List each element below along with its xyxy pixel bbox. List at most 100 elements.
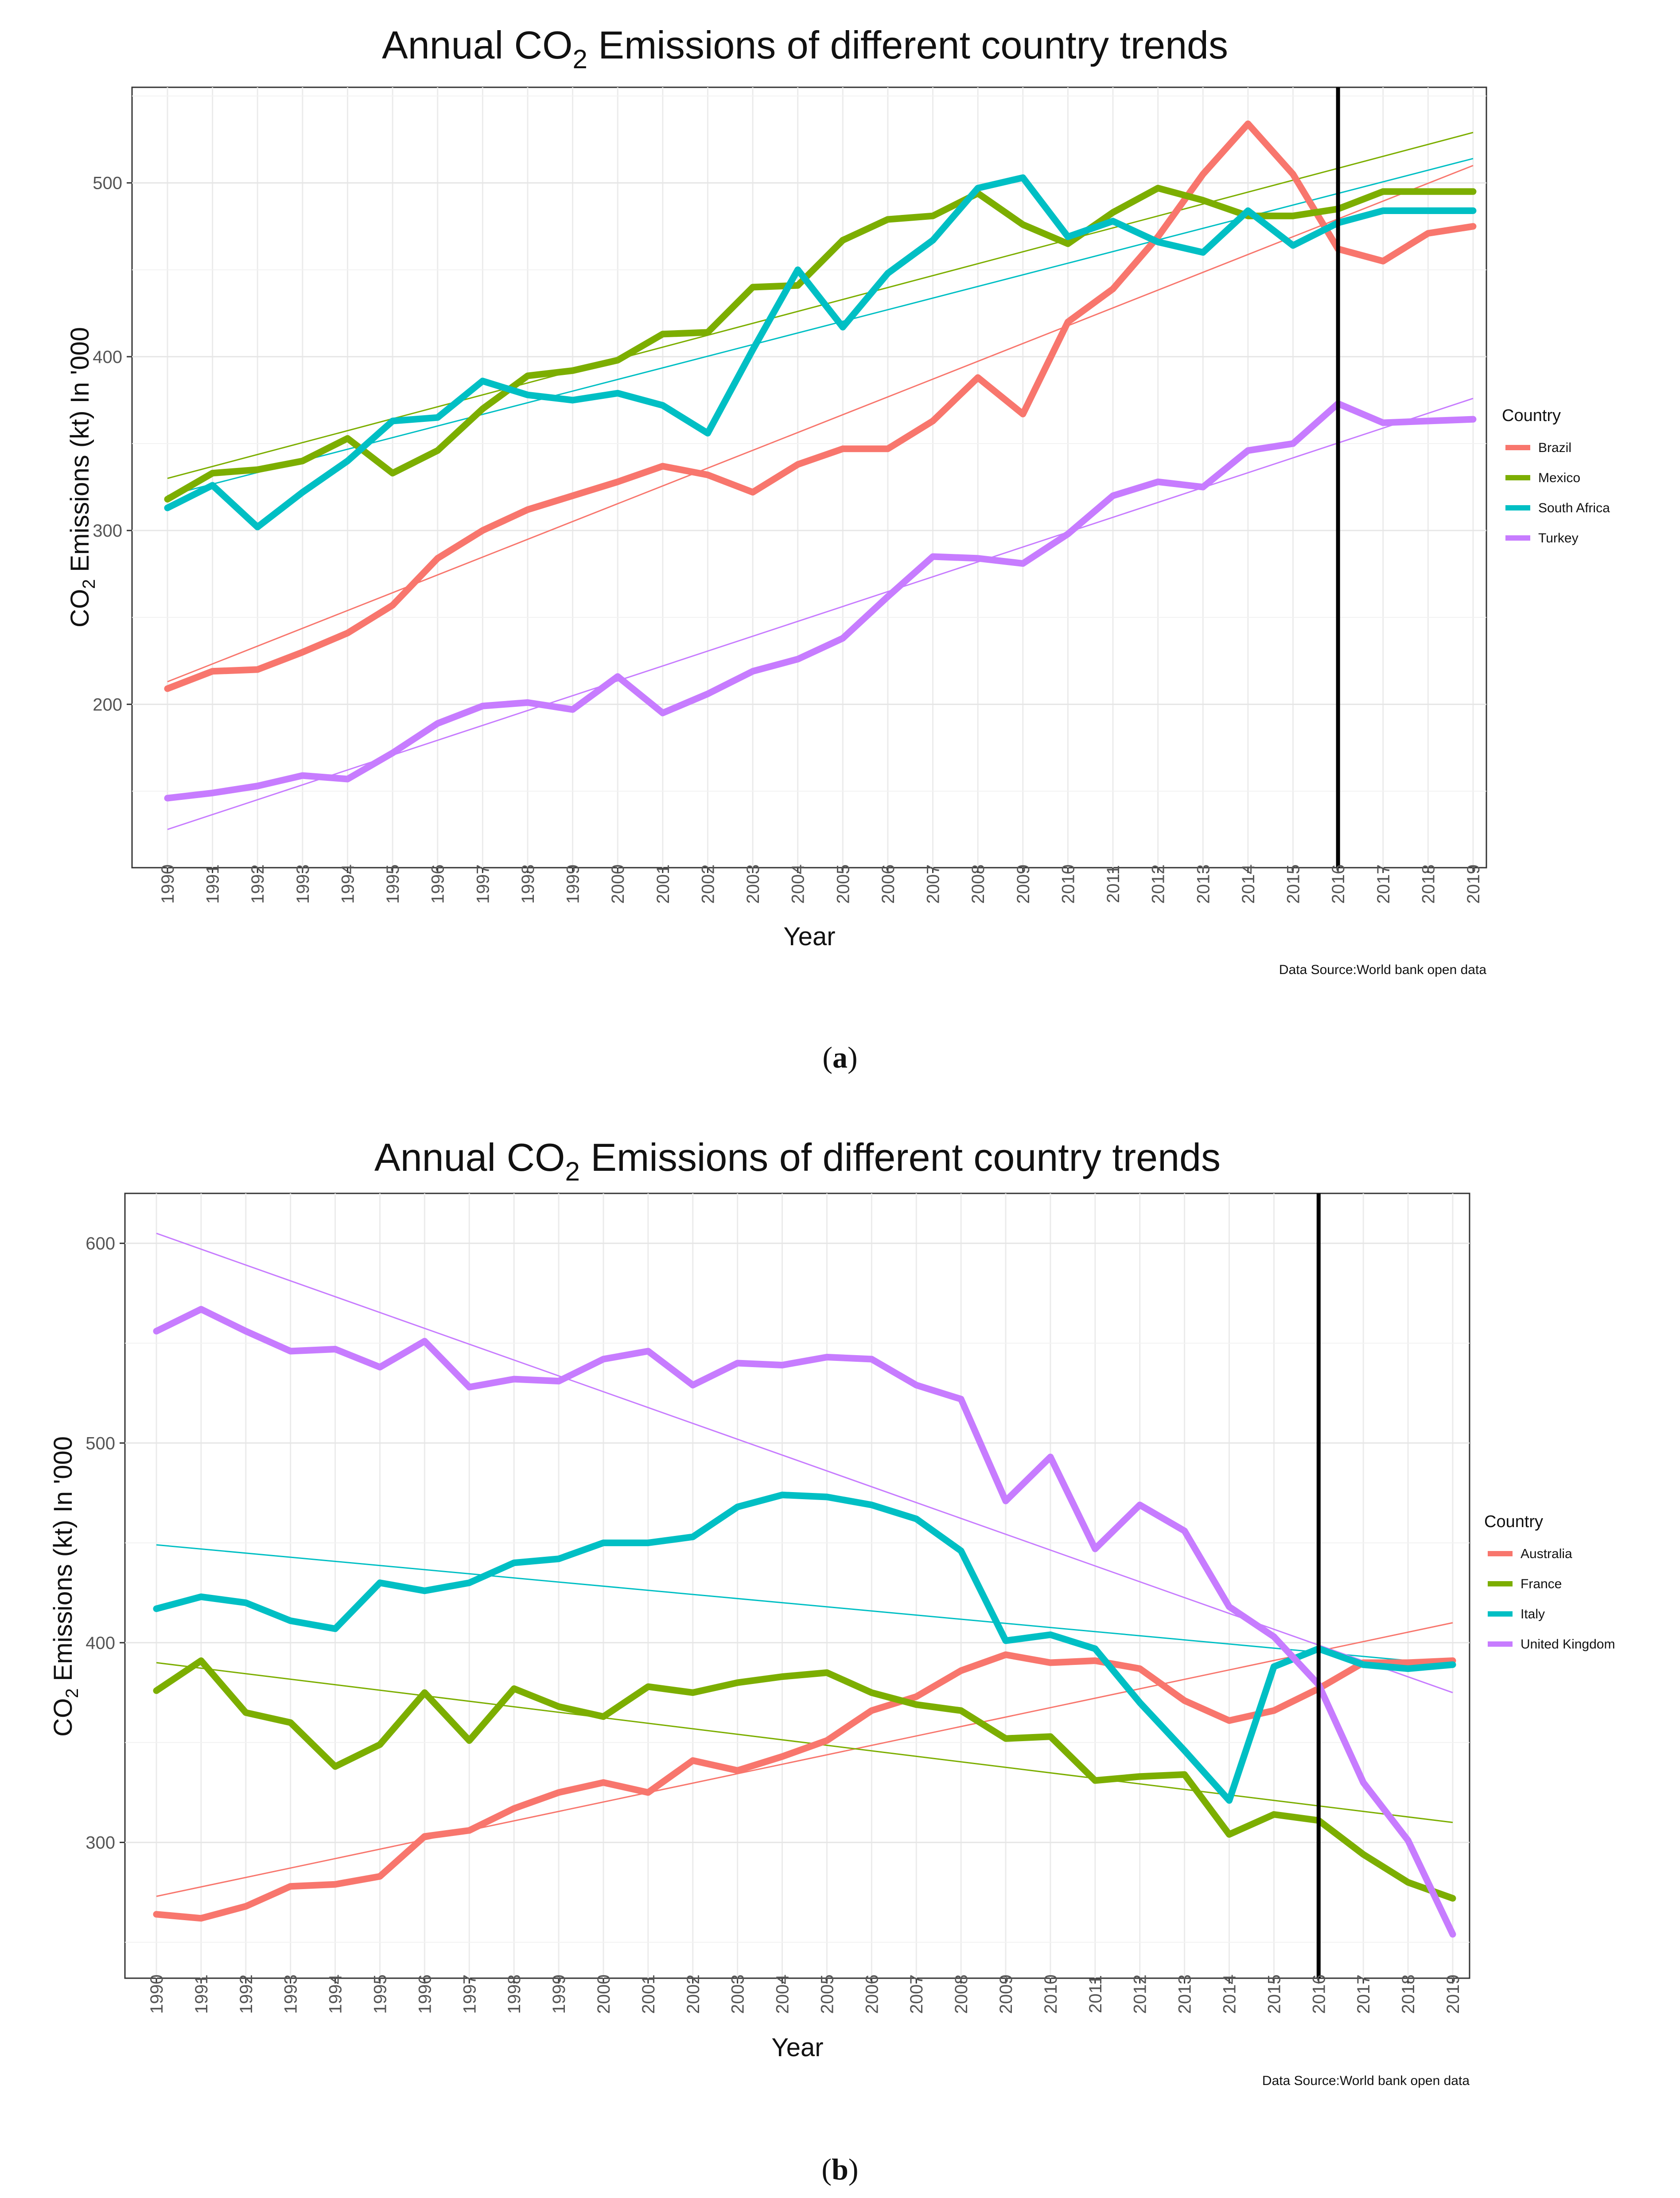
x-tick-label: 1994	[326, 1975, 346, 2014]
x-tick-label: 2002	[698, 865, 718, 904]
x-tick-label: 1998	[505, 1975, 524, 2014]
x-tick-label: 2009	[1014, 865, 1033, 904]
x-tick-label: 2010	[1041, 1975, 1061, 2014]
x-tick-label: 2005	[817, 1975, 837, 2014]
series-line-brazil	[164, 120, 1477, 692]
x-tick-label: 1999	[549, 1975, 569, 2014]
y-tick-label: 400	[93, 347, 122, 367]
x-tick-label: 1992	[248, 865, 268, 904]
series-lines	[164, 120, 1477, 802]
y-tick-label: 300	[86, 1833, 115, 1853]
y-axis-title: CO2 Emissions (kt) In '000	[49, 1436, 82, 1737]
y-axis-ticks: 200 300 400 500	[93, 174, 132, 714]
x-tick-label: 2019	[1464, 865, 1483, 904]
chart-panel-b: Annual CO2 Emissions of different countr…	[49, 1135, 1615, 2186]
chart-panel-a: Annual CO2 Emissions of different countr…	[66, 23, 1610, 1074]
legend-title: Country	[1484, 1512, 1543, 1531]
x-tick-label: 2011	[1104, 865, 1123, 903]
x-tick-label: 2002	[684, 1975, 703, 2014]
x-tick-label: 2001	[639, 1975, 658, 2014]
x-tick-label: 1992	[237, 1975, 256, 2014]
trend-lines	[156, 1232, 1453, 1897]
y-tick-label: 400	[86, 1633, 115, 1653]
x-tick-label: 2007	[924, 865, 943, 904]
x-tick-label: 1994	[338, 865, 358, 904]
legend: Country Brazil Mexico South Africa Turkey	[1502, 406, 1610, 546]
x-tick-label: 2013	[1175, 1975, 1195, 2014]
x-tick-label: 2006	[862, 1975, 882, 2014]
x-tick-label: 1998	[518, 865, 538, 904]
panel-caption-b: (b)	[821, 2152, 858, 2186]
x-tick-label: 2000	[608, 865, 628, 904]
x-tick-label: 2010	[1058, 865, 1078, 904]
data-source-note: Data Source:World bank open data	[1279, 963, 1486, 977]
series-line-turkey	[164, 400, 1477, 802]
series-line-australia	[153, 1651, 1456, 1922]
trend-line-france	[156, 1662, 1453, 1823]
legend-label: Turkey	[1538, 531, 1579, 546]
x-tick-label: 2006	[879, 865, 898, 904]
y-tick-label: 600	[86, 1234, 115, 1254]
legend: Country Australia France Italy United Kingd…	[1484, 1512, 1615, 1652]
legend-label: Brazil	[1538, 440, 1571, 455]
plot-area	[124, 1193, 1470, 1979]
plot-area	[131, 86, 1487, 869]
legend-title: Country	[1502, 406, 1561, 425]
x-tick-label: 1995	[383, 865, 403, 904]
x-tick-label: 2000	[594, 1975, 614, 2014]
x-axis-title: Year	[771, 2033, 823, 2062]
x-tick-label: 2008	[952, 1975, 971, 2014]
x-tick-label: 2003	[743, 865, 763, 904]
y-axis-title: CO2 Emissions (kt) In '000	[66, 327, 99, 627]
y-axis-ticks: 300 400 500 600	[86, 1234, 125, 1853]
x-tick-label: 1996	[428, 865, 448, 904]
x-tick-label: 1997	[460, 1975, 479, 2014]
x-tick-label: 2011	[1086, 1975, 1105, 2013]
x-tick-label: 1993	[293, 865, 313, 904]
panel-caption-a: (a)	[822, 1041, 857, 1074]
data-source-note: Data Source:World bank open data	[1262, 2073, 1470, 2088]
x-tick-label: 2014	[1239, 865, 1258, 904]
trend-line-mexico	[167, 132, 1474, 479]
series-line-italy	[153, 1492, 1456, 1804]
legend-label: France	[1521, 1577, 1562, 1591]
x-axis-title: Year	[783, 922, 835, 951]
trend-line-brazil	[167, 165, 1474, 682]
legend-label: United Kingdom	[1521, 1637, 1615, 1652]
x-tick-label: 2013	[1194, 865, 1213, 904]
y-tick-label: 500	[93, 174, 122, 193]
x-axis-ticks: 1990 1991 1992 1993 1994 1995 1996 1997 1998 1999…	[158, 865, 1483, 904]
x-tick-label: 2003	[728, 1975, 748, 2014]
x-tick-label: 2007	[907, 1975, 926, 2014]
x-tick-label: 2009	[996, 1975, 1016, 2014]
x-tick-label: 1999	[564, 865, 583, 904]
legend-label: Mexico	[1538, 471, 1580, 485]
legend-label: Australia	[1521, 1547, 1572, 1561]
x-tick-label: 2017	[1374, 865, 1393, 904]
legend-label: Italy	[1521, 1607, 1545, 1621]
x-tick-label: 2008	[968, 865, 988, 904]
chart-title: Annual CO2 Emissions of different countr…	[382, 23, 1228, 74]
x-tick-label: 2016	[1309, 1975, 1329, 2014]
series-line-south-africa	[164, 174, 1477, 530]
trend-line-australia	[156, 1622, 1453, 1897]
x-tick-label: 2014	[1220, 1975, 1240, 2014]
x-tick-label: 2015	[1284, 865, 1303, 904]
chart-title: Annual CO2 Emissions of different countr…	[374, 1135, 1221, 1186]
x-tick-label: 1995	[370, 1975, 390, 2014]
y-tick-label: 500	[86, 1434, 115, 1453]
x-tick-label: 2004	[773, 1975, 793, 2014]
y-tick-label: 300	[93, 521, 122, 541]
x-tick-label: 1993	[281, 1975, 301, 2014]
series-line-france	[153, 1657, 1456, 1902]
x-tick-label: 1991	[203, 865, 223, 904]
x-tick-label: 2015	[1264, 1975, 1284, 2014]
x-tick-label: 1990	[147, 1975, 167, 2014]
x-tick-label: 2018	[1419, 865, 1438, 904]
x-tick-label: 2004	[789, 865, 808, 904]
x-tick-label: 1997	[473, 865, 493, 904]
legend-label: South Africa	[1538, 501, 1610, 515]
x-tick-label: 2005	[833, 865, 853, 904]
series-line-united-kingdom	[153, 1306, 1456, 1938]
